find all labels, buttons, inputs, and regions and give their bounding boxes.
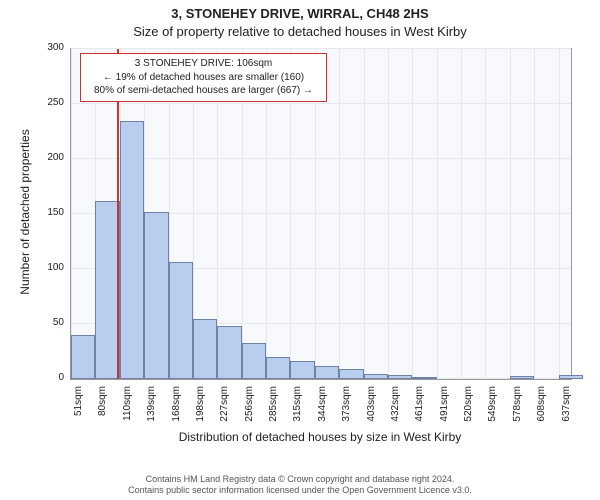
gridline-v [437,49,438,379]
x-tick-label: 168sqm [171,386,182,436]
gridline-v [559,49,560,379]
chart-title-subtitle: Size of property relative to detached ho… [0,24,600,39]
y-tick-label: 300 [38,42,64,53]
annotation-line: ← 19% of detached houses are smaller (16… [86,71,321,85]
x-tick-label: 51sqm [73,386,84,436]
histogram-bar [364,374,388,380]
x-tick-label: 198sqm [195,386,206,436]
histogram-bar [510,376,534,379]
histogram-bar [266,357,290,379]
y-tick-label: 150 [38,207,64,218]
x-tick-label: 608sqm [536,386,547,436]
gridline-v [461,49,462,379]
gridline-v [485,49,486,379]
gridline-v [412,49,413,379]
histogram-bar [315,366,339,379]
x-tick-label: 491sqm [439,386,450,436]
x-tick-label: 139sqm [146,386,157,436]
x-tick-label: 315sqm [292,386,303,436]
x-tick-label: 110sqm [122,386,133,436]
histogram-bar [559,375,583,379]
histogram-bar [412,377,436,379]
annotation-line: 3 STONEHEY DRIVE: 106sqm [86,57,321,71]
histogram-bar [169,262,193,379]
y-tick-label: 200 [38,152,64,163]
histogram-bar [388,375,412,379]
gridline-h [71,158,571,159]
x-tick-label: 432sqm [390,386,401,436]
x-tick-label: 285sqm [268,386,279,436]
x-tick-label: 637sqm [561,386,572,436]
histogram-bar [339,369,363,379]
gridline-v [364,49,365,379]
x-tick-label: 373sqm [341,386,352,436]
footer-attribution: Contains HM Land Registry data © Crown c… [0,474,600,497]
histogram-bar [217,326,241,379]
gridline-v [510,49,511,379]
gridline-h [71,103,571,104]
x-tick-label: 578sqm [512,386,523,436]
annotation-box: 3 STONEHEY DRIVE: 106sqm← 19% of detache… [80,53,327,102]
y-tick-label: 250 [38,97,64,108]
x-tick-label: 344sqm [317,386,328,436]
y-tick-label: 100 [38,262,64,273]
x-tick-label: 461sqm [414,386,425,436]
x-tick-label: 227sqm [219,386,230,436]
gridline-v [71,49,72,379]
x-tick-label: 256sqm [244,386,255,436]
x-tick-label: 549sqm [487,386,498,436]
footer-line-1: Contains HM Land Registry data © Crown c… [146,474,455,484]
histogram-bar [290,361,314,379]
x-tick-label: 80sqm [97,386,108,436]
x-tick-label: 403sqm [366,386,377,436]
y-tick-label: 50 [38,317,64,328]
histogram-bar [71,335,95,379]
histogram-bar [242,343,266,379]
chart-title-address: 3, STONEHEY DRIVE, WIRRAL, CH48 2HS [0,6,600,21]
y-axis-label: Number of detached properties [18,112,32,312]
gridline-h [71,48,571,49]
y-tick-label: 0 [38,372,64,383]
histogram-bar [193,319,217,380]
gridline-v [388,49,389,379]
annotation-line: 80% of semi-detached houses are larger (… [86,84,321,98]
x-tick-label: 520sqm [463,386,474,436]
histogram-bar [120,121,144,380]
gridline-v [534,49,535,379]
footer-line-2: Contains public sector information licen… [128,485,472,495]
histogram-bar [144,212,168,379]
gridline-v [339,49,340,379]
